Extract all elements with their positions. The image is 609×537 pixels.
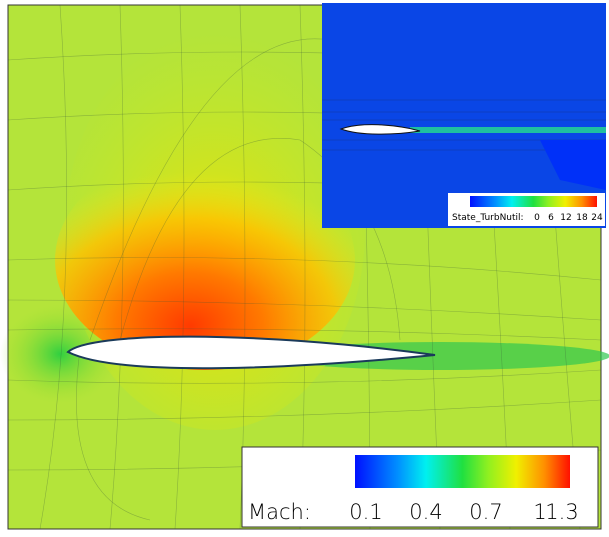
inset-wake bbox=[410, 127, 606, 133]
inset-airfoil bbox=[339, 124, 421, 135]
inset-colorbar-label: State_TurbNutil: bbox=[452, 213, 524, 223]
inset-tick-label: 6 bbox=[548, 213, 554, 223]
main-colorbar bbox=[355, 455, 570, 488]
inset-tick-label: 0 bbox=[534, 213, 540, 223]
inset-tick-label: 18 bbox=[576, 213, 588, 223]
supersonic-region bbox=[55, 150, 355, 370]
main-tick-label: 1 bbox=[533, 500, 546, 524]
inset-panel bbox=[322, 3, 606, 228]
main-tick-label: 0.1 bbox=[349, 500, 382, 524]
main-colorbar-label: Mach: bbox=[248, 500, 311, 524]
inset-patch bbox=[540, 140, 606, 190]
main-tick-label: 0.4 bbox=[409, 500, 442, 524]
inset-tick-label: 24 bbox=[591, 213, 603, 223]
main-tick-label: 0.7 bbox=[469, 500, 502, 524]
airfoil bbox=[66, 335, 436, 370]
main-tick-label: 1.3 bbox=[545, 500, 578, 524]
inset-colorbar bbox=[470, 196, 597, 207]
inset-tick-label: 12 bbox=[560, 213, 571, 223]
